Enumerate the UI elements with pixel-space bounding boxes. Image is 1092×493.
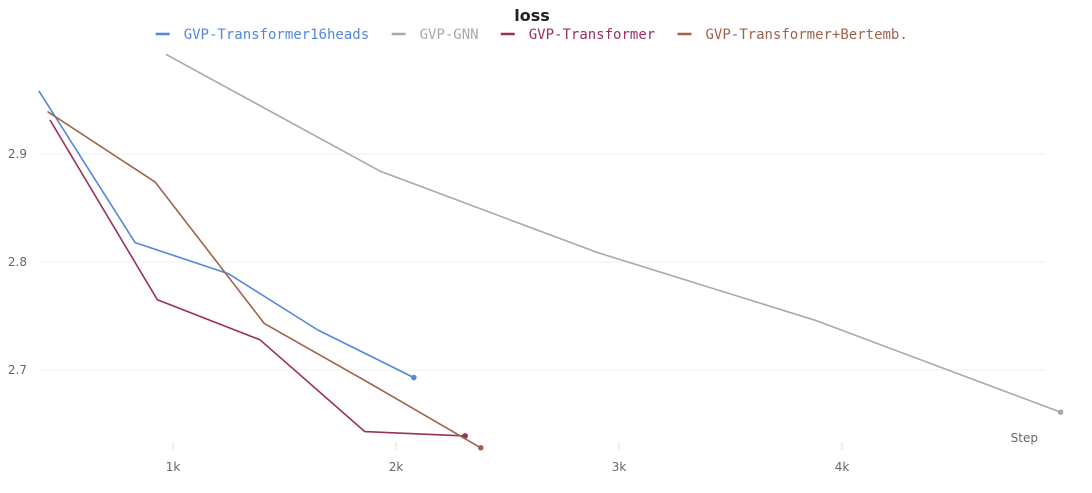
x-tick-label: 1k [166, 460, 181, 474]
legend-item-0[interactable]: GVP-Transformer16heads [155, 27, 369, 43]
x-tick-label: 4k [835, 460, 850, 474]
legend-label: GVP-Transformer16heads [184, 27, 369, 43]
series-line-0[interactable] [38, 90, 415, 379]
legend-item-3[interactable]: GVP-Transformer+Bertemb. [677, 27, 908, 43]
y-tick-label: 2.8 [8, 255, 27, 269]
x-tick-label: 3k [612, 460, 627, 474]
legend-label: GVP-Transformer [529, 27, 655, 43]
legend[interactable]: GVP-Transformer16heads GVP-GNN GVP-Transfo… [155, 27, 908, 43]
series-line-3[interactable] [47, 111, 482, 449]
y-axis-ticks: 2.7 2.8 2.9 [8, 147, 27, 377]
chart-title: loss [514, 6, 550, 25]
legend-item-1[interactable]: GVP-GNN [391, 27, 479, 43]
series-end-point-3[interactable] [477, 444, 484, 451]
grid-lines [40, 153, 1045, 371]
series-lines[interactable] [38, 53, 1064, 451]
series-line-2[interactable] [49, 119, 466, 437]
legend-item-2[interactable]: GVP-Transformer [500, 27, 655, 43]
y-tick-label: 2.7 [8, 363, 27, 377]
x-tick-label: 2k [389, 460, 404, 474]
series-end-point-1[interactable] [1057, 409, 1064, 415]
x-axis-label: Step [1011, 431, 1038, 445]
legend-label: GVP-GNN [420, 27, 479, 43]
y-tick-label: 2.9 [8, 147, 27, 161]
series-line-1[interactable] [165, 53, 1062, 413]
series-end-point-0[interactable] [411, 374, 417, 381]
x-axis-ticks: 1k 2k 3k 4k [166, 442, 850, 474]
legend-label: GVP-Transformer+Bertemb. [706, 27, 908, 43]
